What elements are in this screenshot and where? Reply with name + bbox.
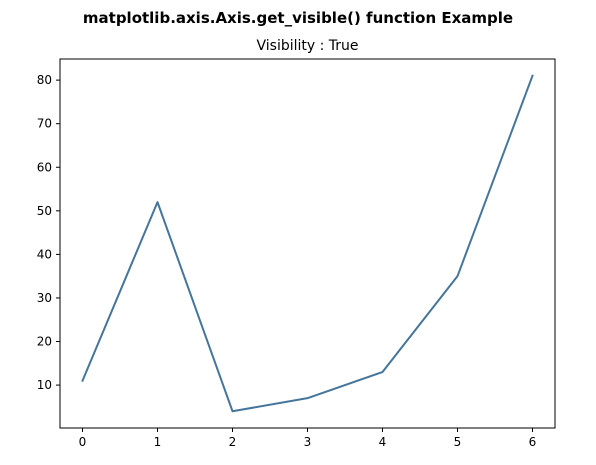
- y-tick-label: 40: [37, 247, 52, 261]
- y-tick-label: 20: [37, 335, 52, 349]
- x-tick-label: 0: [79, 435, 87, 449]
- series-line-0: [81, 74, 534, 413]
- y-tick-label: 30: [37, 291, 52, 305]
- x-tick-label: 2: [229, 435, 237, 449]
- axes-title: Visibility : True: [256, 38, 358, 54]
- x-tick-label: 4: [379, 435, 387, 449]
- y-tick-label: 70: [37, 117, 52, 131]
- y-tick-label: 80: [37, 73, 52, 87]
- y-tick-label: 10: [37, 378, 52, 392]
- figure-suptitle: matplotlib.axis.Axis.get_visible() funct…: [83, 9, 513, 27]
- plot-area: 0 1 2 3 4 5 6 10 20 30 40 50 60 70 80: [37, 58, 556, 449]
- x-tick-label: 3: [304, 435, 312, 449]
- y-tick-label: 60: [37, 160, 52, 174]
- x-tick-label: 5: [454, 435, 462, 449]
- y-tick-label: 50: [37, 204, 52, 218]
- axes-frame: [59, 58, 556, 429]
- x-tick-label: 1: [154, 435, 162, 449]
- x-tick-label: 6: [529, 435, 537, 449]
